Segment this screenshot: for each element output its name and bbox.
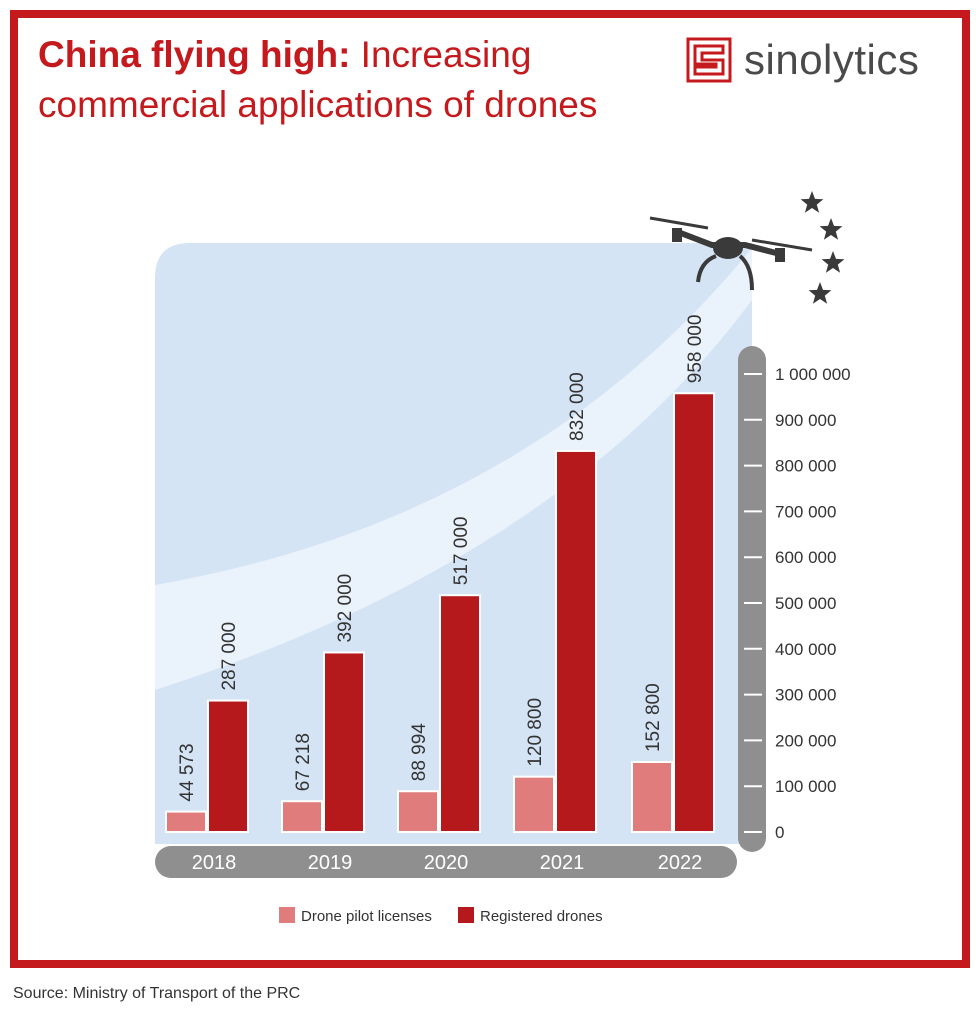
data-label-licenses-2022: 152 800 bbox=[643, 683, 664, 752]
maze-square-logo-icon bbox=[686, 37, 732, 83]
bar-registered-2021 bbox=[555, 449, 597, 833]
bar-licenses-2022 bbox=[631, 761, 673, 833]
legend-label-registered: Registered drones bbox=[480, 908, 603, 925]
data-label-registered-2021: 832 000 bbox=[567, 372, 588, 441]
y-tick-label: 600 000 bbox=[775, 548, 836, 567]
y-tick-label: 900 000 bbox=[775, 411, 836, 430]
legend-swatch-registered bbox=[458, 907, 474, 923]
data-label-registered-2022: 958 000 bbox=[685, 315, 706, 384]
bar-licenses-2019 bbox=[281, 800, 323, 834]
data-label-licenses-2018: 44 573 bbox=[177, 743, 198, 801]
brand-logo: sinolytics bbox=[686, 36, 919, 84]
legend-label-licenses: Drone pilot licenses bbox=[301, 908, 432, 925]
x-tick-label-2020: 2020 bbox=[424, 852, 469, 874]
bar-licenses-2020 bbox=[397, 790, 439, 833]
x-axis-bar bbox=[155, 846, 737, 878]
brand-name: sinolytics bbox=[744, 36, 920, 83]
bar-registered-2020 bbox=[439, 594, 481, 833]
data-label-registered-2020: 517 000 bbox=[451, 517, 472, 586]
y-tick-label: 100 000 bbox=[775, 777, 836, 796]
bar-licenses-2018 bbox=[165, 810, 207, 834]
data-label-registered-2018: 287 000 bbox=[219, 622, 240, 691]
x-tick-label-2022: 2022 bbox=[658, 852, 703, 874]
y-tick-label: 0 bbox=[775, 823, 784, 842]
star-icon bbox=[808, 282, 832, 304]
bar-registered-2018 bbox=[207, 699, 249, 834]
y-tick-label: 800 000 bbox=[775, 457, 836, 476]
data-label-licenses-2019: 67 218 bbox=[293, 733, 314, 791]
x-tick-label-2021: 2021 bbox=[540, 852, 585, 874]
legend-swatch-licenses bbox=[279, 907, 295, 923]
y-tick-label: 700 000 bbox=[775, 502, 836, 521]
y-tick-label: 400 000 bbox=[775, 640, 836, 659]
data-label-registered-2019: 392 000 bbox=[335, 574, 356, 643]
y-tick-label: 1 000 000 bbox=[775, 365, 851, 384]
data-label-licenses-2021: 120 800 bbox=[525, 698, 546, 767]
source-note: Source: Ministry of Transport of the PRC bbox=[13, 985, 301, 1002]
x-tick-label-2019: 2019 bbox=[308, 852, 353, 874]
bar-registered-2019 bbox=[323, 651, 365, 833]
star-icon bbox=[819, 218, 843, 240]
chart-title-regular: Increasing commercial applications of dr… bbox=[38, 34, 598, 125]
bar-licenses-2021 bbox=[513, 775, 555, 833]
drone-icon bbox=[649, 216, 813, 291]
bar-registered-2022 bbox=[673, 392, 715, 833]
star-icon bbox=[800, 191, 824, 213]
chart-title: China flying high: Increasing commercial… bbox=[38, 30, 638, 130]
data-label-licenses-2020: 88 994 bbox=[409, 723, 430, 782]
y-tick-label: 500 000 bbox=[775, 594, 836, 613]
y-axis-bar bbox=[738, 346, 766, 852]
y-tick-label: 200 000 bbox=[775, 731, 836, 750]
y-tick-label: 300 000 bbox=[775, 686, 836, 705]
star-icon bbox=[821, 251, 845, 273]
flight-beam bbox=[155, 248, 752, 690]
x-tick-label-2018: 2018 bbox=[192, 852, 237, 874]
chart-title-bold: China flying high: bbox=[38, 34, 351, 75]
